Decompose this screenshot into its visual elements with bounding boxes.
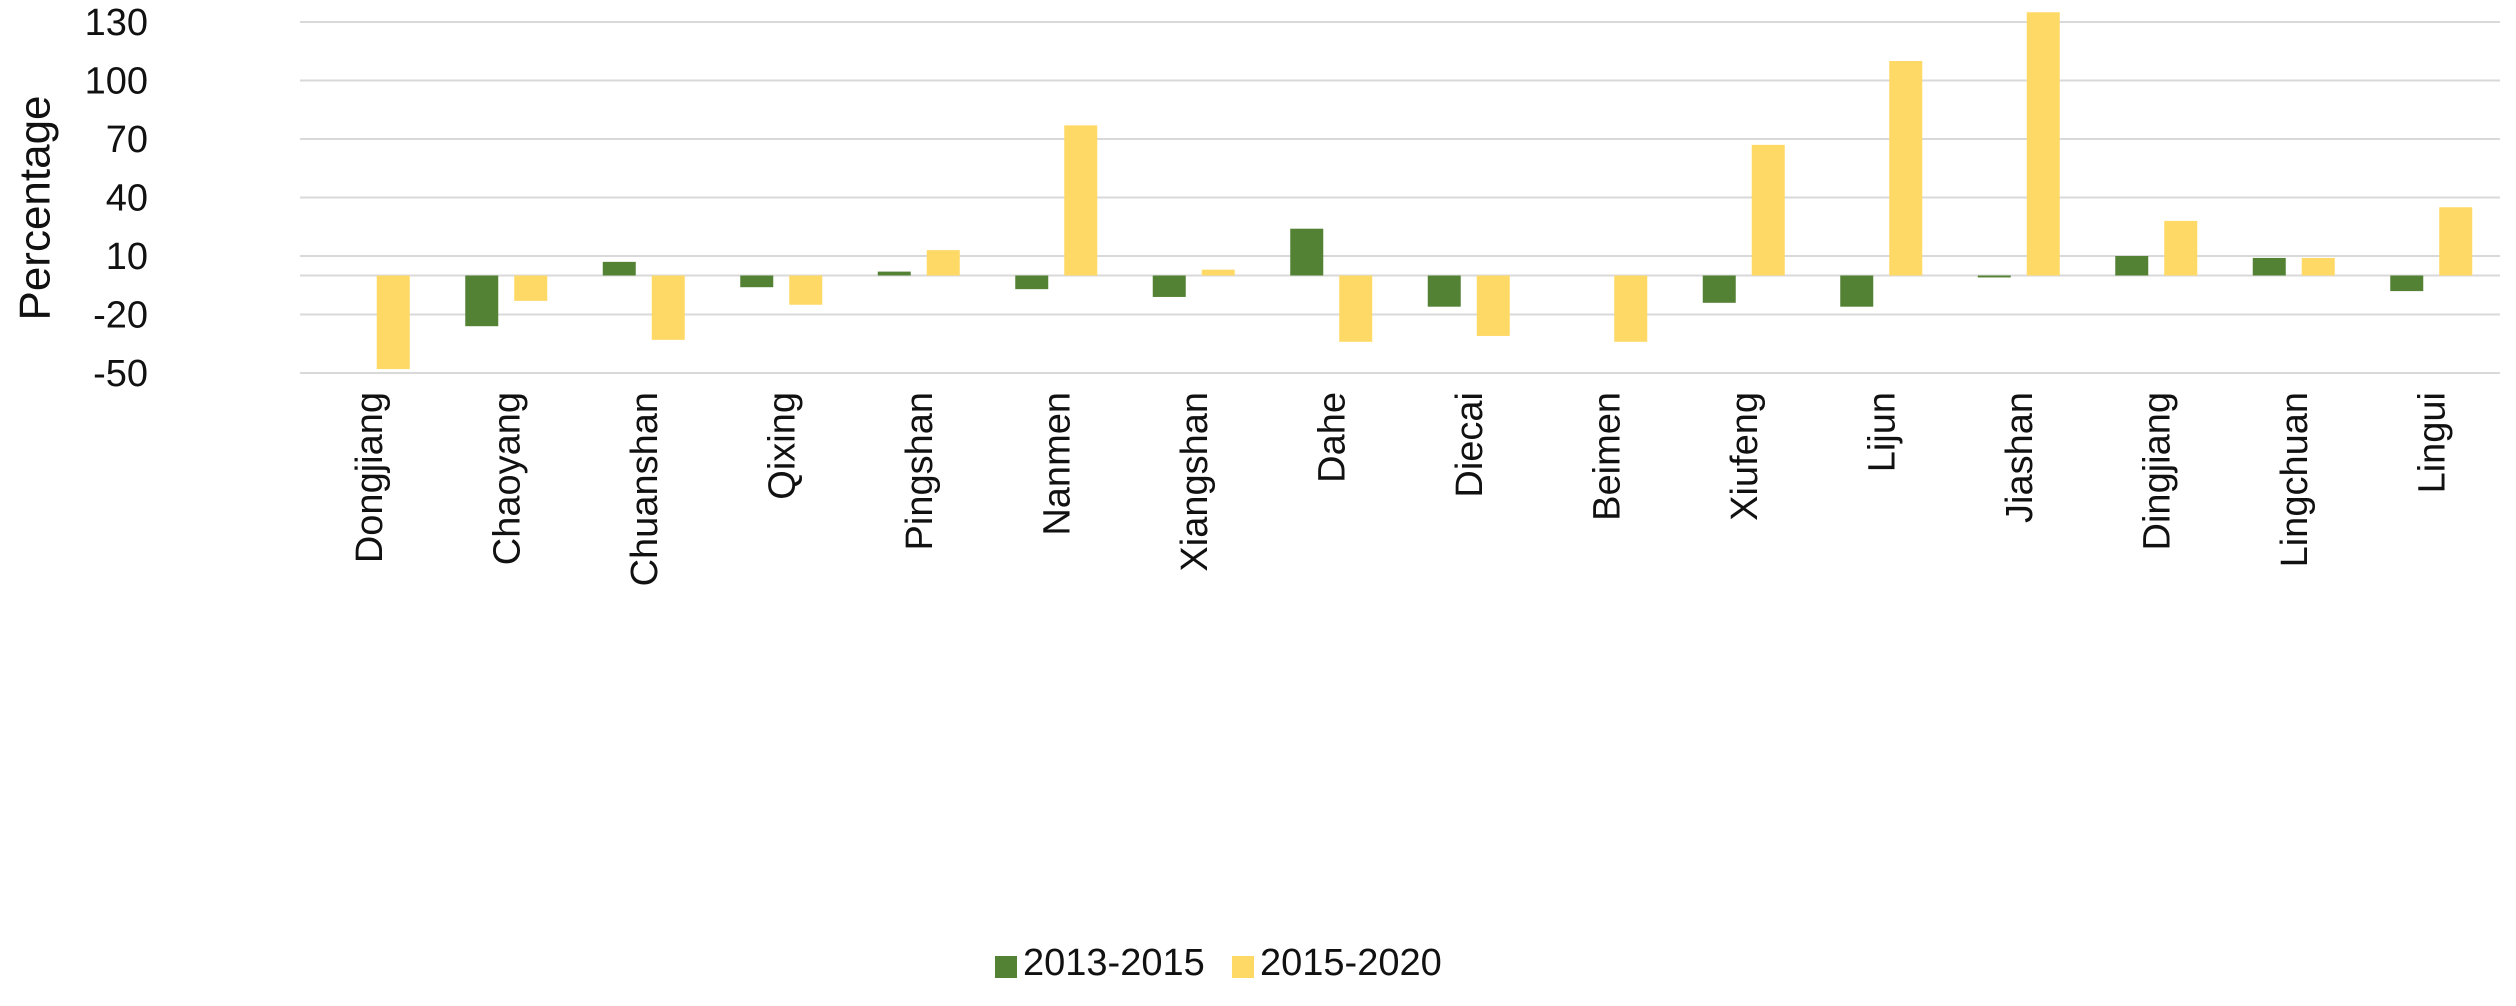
y-tick-label: 40 [106, 178, 148, 220]
bar-series-1-diecai [1427, 275, 1461, 307]
bar-series-2-dahe [1339, 275, 1373, 342]
bar-series-2-beimen [1614, 275, 1648, 342]
x-tick-label: Diecai [1449, 392, 1491, 498]
bar-series-2-jiashan [2026, 12, 2060, 276]
bar-series-1-lingui [2390, 275, 2424, 292]
bar-series-1-dingjiang [2115, 256, 2149, 276]
bar-series-1-lingchuan [2252, 257, 2286, 276]
x-tick-label: Lingchuan [2274, 392, 2316, 567]
x-tick-label: Lijun [1861, 392, 1903, 472]
bar-series-1-xiangshan [1152, 275, 1186, 297]
legend-swatch-1 [995, 956, 1017, 978]
x-axis-ticks: Dongjiang Chaoyang Chuanshan Qixing Pingshan… [349, 392, 2454, 586]
x-tick-label: Xiufeng [1724, 392, 1766, 521]
y-tick-label: -50 [93, 353, 148, 395]
bar-series-2-xiufeng [1751, 144, 1785, 276]
bar-series-1-jiashan [1977, 275, 2011, 278]
bar-series-2-xiangshan [1201, 269, 1235, 276]
y-tick-label: 10 [106, 236, 148, 278]
x-tick-label: Nanmen [1036, 392, 1078, 536]
bar-series-1-xiufeng [1702, 275, 1736, 303]
legend-label-1: 2013-2015 [1023, 942, 1205, 984]
bar-series-2-chuanshan [651, 275, 685, 340]
x-tick-label: Chaoyang [486, 392, 528, 565]
x-tick-label: Jiashan [1999, 392, 2041, 523]
x-tick-label: Qixing [761, 392, 803, 500]
bar-series-2-nanmen [1064, 125, 1098, 276]
bars [376, 12, 2473, 370]
bar-series-2-dongjiang [376, 275, 410, 370]
gridlines [300, 21, 2500, 374]
legend: 2013-2015 2015-2020 [995, 942, 1442, 984]
y-axis-title: Percentage [11, 95, 60, 320]
y-tick-label: 100 [85, 61, 148, 103]
bar-series-1-chuanshan [602, 261, 636, 276]
y-axis-ticks: 130 100 70 40 10 -20 -50 [85, 2, 148, 395]
x-tick-label: Chuanshan [624, 392, 666, 586]
legend-label-2: 2015-2020 [1260, 942, 1442, 984]
legend-swatch-2 [1232, 956, 1254, 978]
x-tick-label: Beimen [1586, 392, 1628, 521]
x-tick-label: Lingui [2411, 392, 2453, 493]
x-tick-label: Xiangshan [1174, 392, 1216, 572]
bar-series-2-pingshan [926, 250, 960, 276]
bar-series-2-diecai [1476, 275, 1510, 336]
bar-series-2-lingchuan [2301, 257, 2335, 276]
bar-series-1-dahe [1290, 228, 1324, 276]
bar-series-1-lijun [1840, 275, 1874, 307]
y-tick-label: 70 [106, 119, 148, 161]
bar-series-2-lijun [1889, 61, 1923, 276]
bar-series-1-nanmen [1015, 275, 1049, 290]
y-tick-label: 130 [85, 2, 148, 44]
x-tick-label: Pingshan [899, 392, 941, 550]
bar-series-1-pingshan [877, 271, 911, 276]
y-tick-label: -20 [93, 295, 148, 337]
bar-series-1-qixing [740, 275, 774, 288]
x-tick-label: Dingjiang [2136, 392, 2178, 550]
x-tick-label: Dongjiang [349, 392, 391, 563]
bar-series-2-chaoyang [514, 275, 548, 301]
x-tick-label: Dahe [1311, 392, 1353, 483]
bar-series-2-qixing [789, 275, 823, 305]
bar-series-2-lingui [2439, 207, 2473, 276]
bar-series-1-chaoyang [465, 275, 499, 327]
bar-series-2-dingjiang [2164, 220, 2198, 276]
